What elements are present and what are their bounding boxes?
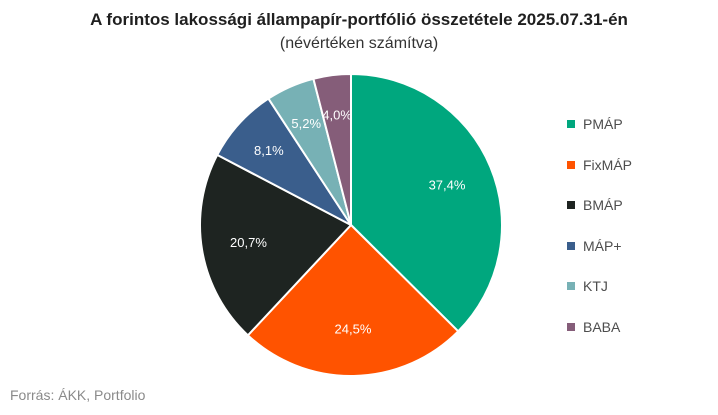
data-label-bm-p: 20,7%	[230, 235, 267, 250]
pie-slice-bm-p	[199, 153, 352, 337]
legend-swatch	[567, 201, 575, 210]
legend-item-m-p: MÁP+	[567, 236, 632, 256]
legend-swatch	[567, 241, 575, 250]
source-note: Forrás: ÁKK, Portfolio	[10, 387, 146, 403]
chart-subtitle: (névértéken számítva)	[279, 35, 439, 52]
pie-slice-pm-p	[350, 73, 503, 333]
legend: PMÁP FixMÁP BMÁP MÁP+ KTJ BABA	[567, 114, 632, 358]
legend-swatch	[567, 282, 575, 291]
pie-slice-baba	[312, 73, 352, 226]
data-label-pm-p: 37,4%	[429, 178, 466, 193]
legend-label: PMÁP	[583, 116, 623, 132]
data-label-fixm-p: 24,5%	[335, 321, 372, 336]
legend-item-baba: BABA	[567, 317, 632, 337]
legend-label: BABA	[583, 318, 621, 335]
legend-label: KTJ	[583, 278, 608, 295]
legend-label: FixMÁP	[583, 156, 632, 173]
chart-title: A forintos lakossági állampapír-portfóli…	[90, 10, 628, 29]
legend-item-ktj: KTJ	[567, 276, 632, 296]
pie-slice-fixm-p	[246, 224, 460, 377]
data-label-baba: 4,0%	[322, 107, 352, 122]
legend-swatch	[567, 160, 575, 169]
data-label-ktj: 5,2%	[291, 116, 321, 131]
legend-item-bm-p: BMÁP	[567, 195, 632, 215]
legend-item-fixm-p: FixMÁP	[567, 155, 632, 175]
legend-item-pm-p: PMÁP	[567, 114, 632, 134]
data-label-m-p: 8,1%	[254, 143, 284, 158]
legend-label: BMÁP	[583, 197, 623, 214]
legend-swatch	[567, 120, 575, 128]
legend-swatch	[567, 322, 575, 331]
legend-label: MÁP+	[583, 237, 622, 254]
